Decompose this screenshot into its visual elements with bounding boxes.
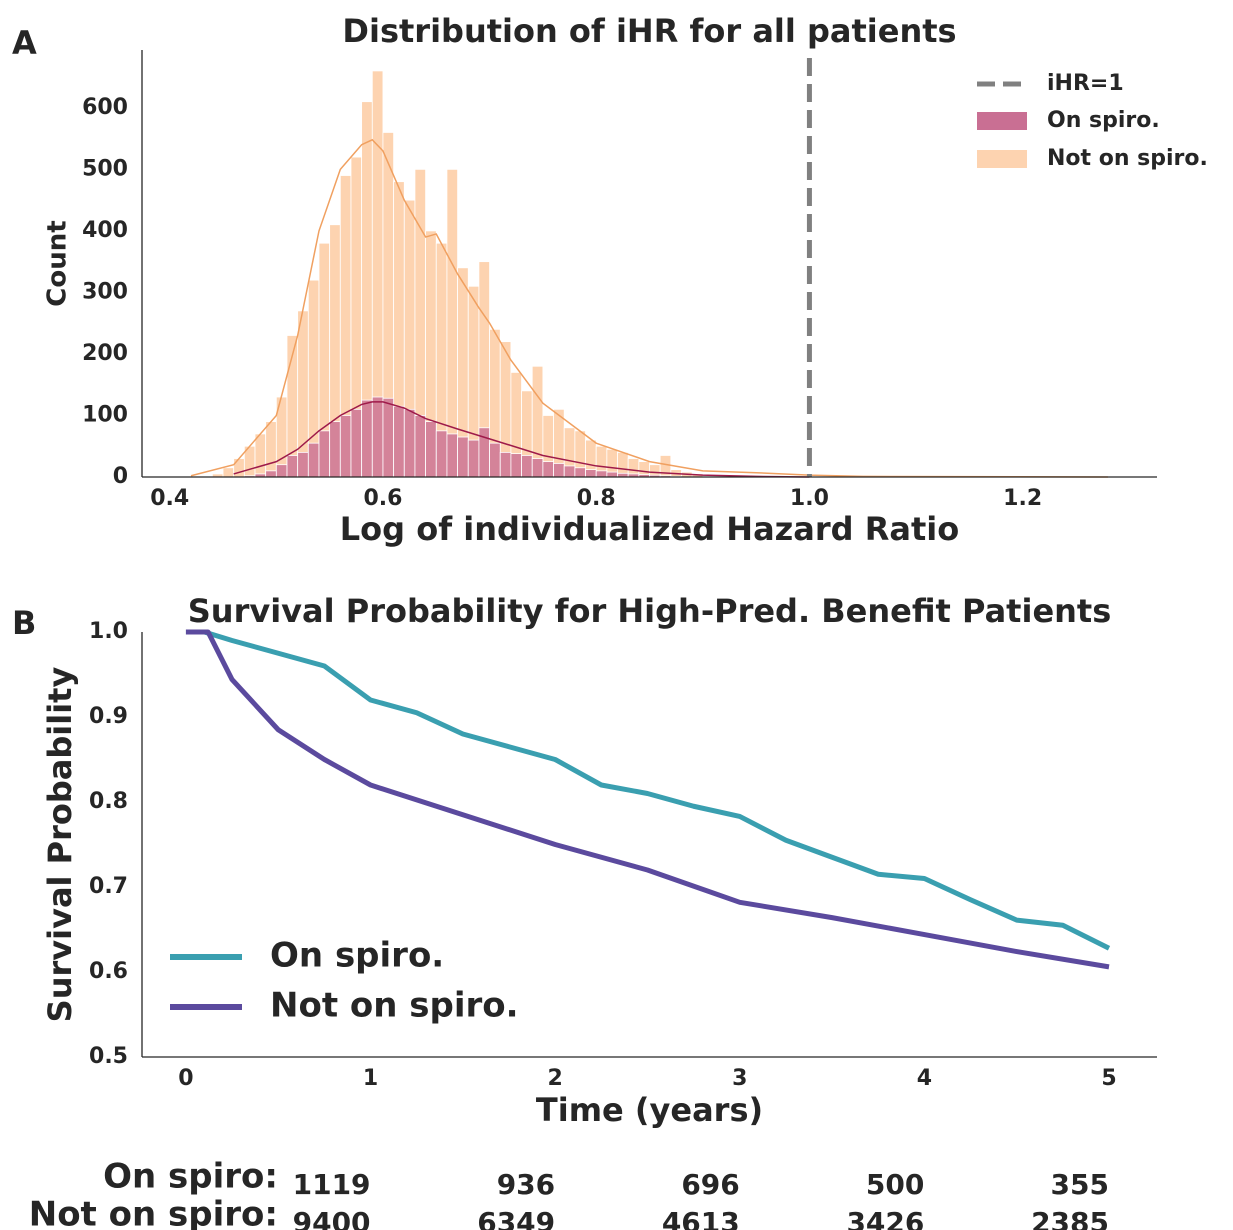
risk-count: 936 bbox=[497, 1168, 555, 1201]
histogram-bar bbox=[467, 439, 480, 478]
y-tick-label: 100 bbox=[82, 402, 128, 427]
y-axis-label: Count bbox=[43, 220, 73, 306]
histogram-bar bbox=[254, 433, 267, 478]
histogram-bar bbox=[371, 396, 384, 478]
x-tick-label: 1 bbox=[363, 1066, 378, 1091]
legend-label: On spiro. bbox=[1047, 108, 1160, 133]
histogram-bar bbox=[531, 458, 544, 478]
y-tick-label: 0.5 bbox=[89, 1044, 128, 1069]
histogram-bar bbox=[606, 471, 618, 478]
histogram-bar bbox=[275, 464, 288, 478]
histogram-bar bbox=[265, 470, 277, 478]
histogram-bar bbox=[286, 455, 299, 478]
risk-count: 500 bbox=[866, 1168, 924, 1201]
risk-count: 696 bbox=[681, 1168, 739, 1201]
histogram-bar bbox=[414, 415, 427, 478]
x-tick-label: 1.0 bbox=[790, 486, 829, 511]
x-tick-label: 3 bbox=[732, 1066, 747, 1091]
histogram-bar bbox=[457, 436, 469, 478]
y-tick-label: 300 bbox=[82, 279, 128, 304]
histogram-bar bbox=[297, 451, 309, 478]
legend-label: On spiro. bbox=[270, 936, 444, 976]
risk-count: 355 bbox=[1051, 1168, 1109, 1201]
histogram-bar bbox=[553, 463, 565, 478]
histogram-bar bbox=[489, 442, 501, 478]
survival-curve bbox=[185, 629, 1110, 970]
histogram-bar bbox=[393, 405, 405, 478]
x-tick-label: 0.6 bbox=[363, 486, 402, 511]
kde-line bbox=[233, 401, 810, 478]
y-tick-label: 400 bbox=[82, 218, 128, 243]
histogram-bar bbox=[595, 470, 608, 478]
histogram-bar bbox=[329, 421, 341, 478]
y-tick-label: 0.6 bbox=[89, 959, 128, 984]
x-tick-label: 0.8 bbox=[577, 486, 616, 511]
risk-count: 6349 bbox=[477, 1206, 555, 1230]
risk-count: 4613 bbox=[662, 1206, 740, 1230]
y-tick-label: 0.9 bbox=[89, 704, 128, 729]
histogram-bar bbox=[307, 442, 320, 478]
histogram-bar bbox=[435, 430, 448, 478]
panel-label: A bbox=[12, 24, 37, 62]
histogram-bar bbox=[382, 397, 395, 478]
legend-symbol bbox=[977, 150, 1027, 168]
x-axis-label: Log of individualized Hazard Ratio bbox=[340, 510, 959, 548]
y-tick-label: 1.0 bbox=[89, 619, 128, 644]
risk-row-label: On spiro: bbox=[103, 1157, 278, 1197]
histogram-bar bbox=[425, 421, 437, 478]
histogram-bar bbox=[585, 469, 597, 478]
histogram-bar bbox=[563, 465, 576, 478]
histogram-bar bbox=[499, 451, 512, 478]
histogram-bar bbox=[265, 421, 277, 478]
histogram-bar bbox=[403, 408, 416, 478]
y-tick-label: 0.8 bbox=[89, 789, 128, 814]
y-tick-label: 0.7 bbox=[89, 874, 128, 899]
legend-symbol bbox=[977, 112, 1027, 130]
risk-count: 3426 bbox=[846, 1206, 924, 1230]
legend-label: iHR=1 bbox=[1047, 71, 1124, 96]
histogram-bar bbox=[350, 408, 363, 478]
y-axis-label: Survival Probability bbox=[41, 667, 79, 1023]
y-tick-label: 0 bbox=[113, 464, 128, 489]
histogram-bar bbox=[318, 430, 331, 478]
x-axis-label: Time (years) bbox=[536, 1091, 763, 1129]
kde-line bbox=[190, 138, 1108, 478]
legend-label: Not on spiro. bbox=[1047, 146, 1208, 171]
x-tick-label: 4 bbox=[917, 1066, 932, 1091]
x-tick-label: 5 bbox=[1101, 1066, 1116, 1091]
survival-curve bbox=[185, 629, 1111, 951]
y-tick-label: 600 bbox=[82, 95, 128, 120]
histogram-bar bbox=[339, 415, 352, 478]
histogram-bar bbox=[222, 467, 235, 478]
x-tick-label: 1.2 bbox=[1003, 486, 1042, 511]
histogram-bar bbox=[446, 433, 458, 478]
histogram-bar bbox=[361, 399, 373, 478]
risk-row-label: Not on spiro: bbox=[29, 1195, 278, 1230]
risk-count: 9400 bbox=[293, 1206, 371, 1230]
chart-title: Survival Probability for High-Pred. Bene… bbox=[188, 592, 1112, 630]
histogram-bar bbox=[478, 427, 490, 478]
legend-label: Not on spiro. bbox=[270, 986, 519, 1026]
x-tick-label: 2 bbox=[548, 1066, 563, 1091]
y-tick-label: 500 bbox=[82, 156, 128, 181]
histogram-bar bbox=[521, 455, 533, 478]
histogram-bar bbox=[574, 467, 586, 478]
x-tick-label: 0.4 bbox=[150, 486, 189, 511]
histogram-bar bbox=[542, 461, 554, 478]
histogram-bar bbox=[446, 168, 458, 478]
risk-count: 2385 bbox=[1031, 1206, 1109, 1230]
y-tick-label: 200 bbox=[82, 341, 128, 366]
histogram-bar bbox=[510, 453, 522, 478]
panel-label: B bbox=[12, 604, 36, 642]
chart-title: Distribution of iHR for all patients bbox=[342, 12, 956, 50]
x-tick-label: 0 bbox=[178, 1066, 193, 1091]
risk-count: 1119 bbox=[293, 1168, 371, 1201]
